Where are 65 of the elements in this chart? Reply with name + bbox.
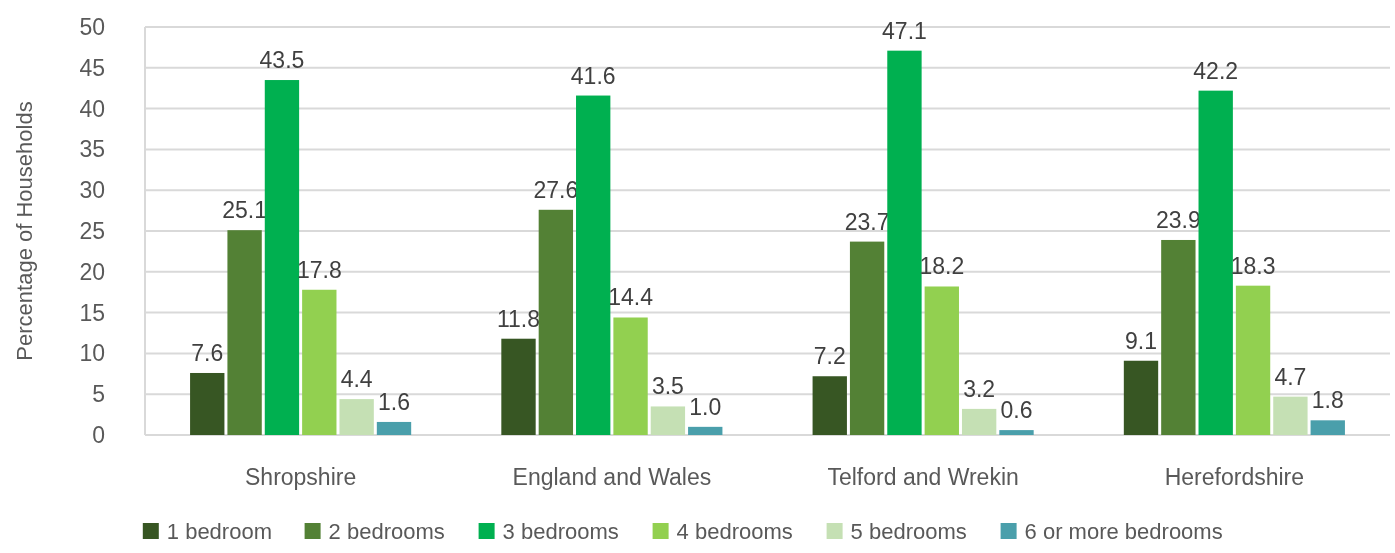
bar: [1273, 396, 1308, 435]
bar: [999, 430, 1034, 435]
data-label: 3.5: [651, 373, 684, 400]
data-label: 4.4: [340, 366, 373, 393]
bar: [576, 95, 611, 435]
y-tick-label: 50: [79, 14, 105, 41]
y-tick-label: 35: [79, 136, 105, 163]
data-label: 14.4: [608, 284, 654, 311]
bar: [376, 421, 412, 435]
legend-label: 1 bedroom: [166, 518, 272, 544]
bar: [1310, 420, 1345, 435]
bar: [1198, 90, 1233, 435]
bar: [849, 241, 885, 435]
data-label: 7.2: [813, 343, 846, 370]
y-tick-label: 25: [79, 218, 105, 245]
data-label: 47.1: [882, 17, 927, 44]
x-tick-label: Shropshire: [245, 464, 357, 490]
bar: [812, 376, 847, 435]
data-label: 0.6: [1000, 397, 1033, 424]
y-tick-label: 15: [79, 299, 105, 326]
data-label: 43.5: [259, 47, 305, 74]
data-label: 25.1: [222, 197, 267, 224]
bar: [1123, 360, 1159, 435]
legend-label: 3 bedrooms: [502, 518, 619, 544]
bar: [613, 317, 648, 435]
bar: [264, 80, 300, 435]
data-label: 9.1: [1125, 327, 1157, 354]
legend-label: 5 bedrooms: [850, 518, 967, 544]
bar: [924, 286, 959, 435]
data-label: 27.6: [533, 176, 579, 203]
x-tick-label: England and Wales: [512, 464, 712, 490]
bar: [501, 338, 536, 435]
bar: [339, 399, 374, 435]
bar: [688, 426, 723, 435]
bar: [190, 372, 225, 435]
x-tick-label: Herefordshire: [1164, 464, 1305, 490]
bar: [887, 50, 922, 435]
data-label: 3.2: [963, 375, 996, 402]
data-label: 1.0: [689, 393, 722, 420]
data-label: 7.6: [191, 339, 224, 366]
bar: [1161, 239, 1196, 435]
y-tick-label: 45: [79, 54, 105, 81]
data-label: 11.8: [496, 305, 541, 332]
data-label: 42.2: [1193, 57, 1239, 84]
y-tick-label: 5: [92, 381, 105, 408]
bar: [227, 230, 262, 435]
y-tick-label: 10: [79, 340, 105, 367]
y-axis-title: Percentage of Households: [12, 101, 37, 361]
bar: [650, 406, 686, 435]
y-tick-label: 20: [79, 258, 105, 285]
data-label: 1.8: [1311, 387, 1344, 414]
y-tick-label: 30: [79, 177, 105, 204]
bar: [1235, 285, 1271, 435]
x-tick-label: Telford and Wrekin: [827, 464, 1019, 490]
y-tick-label: 0: [92, 422, 105, 449]
bar: [538, 209, 574, 435]
data-label: 1.6: [378, 388, 410, 415]
y-tick-label: 40: [79, 95, 105, 122]
data-label: 4.7: [1274, 363, 1307, 390]
legend-label: 6 or more bedrooms: [1024, 518, 1223, 544]
legend-label: 2 bedrooms: [328, 518, 445, 544]
data-label: 41.6: [570, 62, 616, 89]
legend-label: 4 bedrooms: [676, 518, 793, 544]
bar: [302, 289, 337, 435]
bar: [961, 408, 997, 435]
